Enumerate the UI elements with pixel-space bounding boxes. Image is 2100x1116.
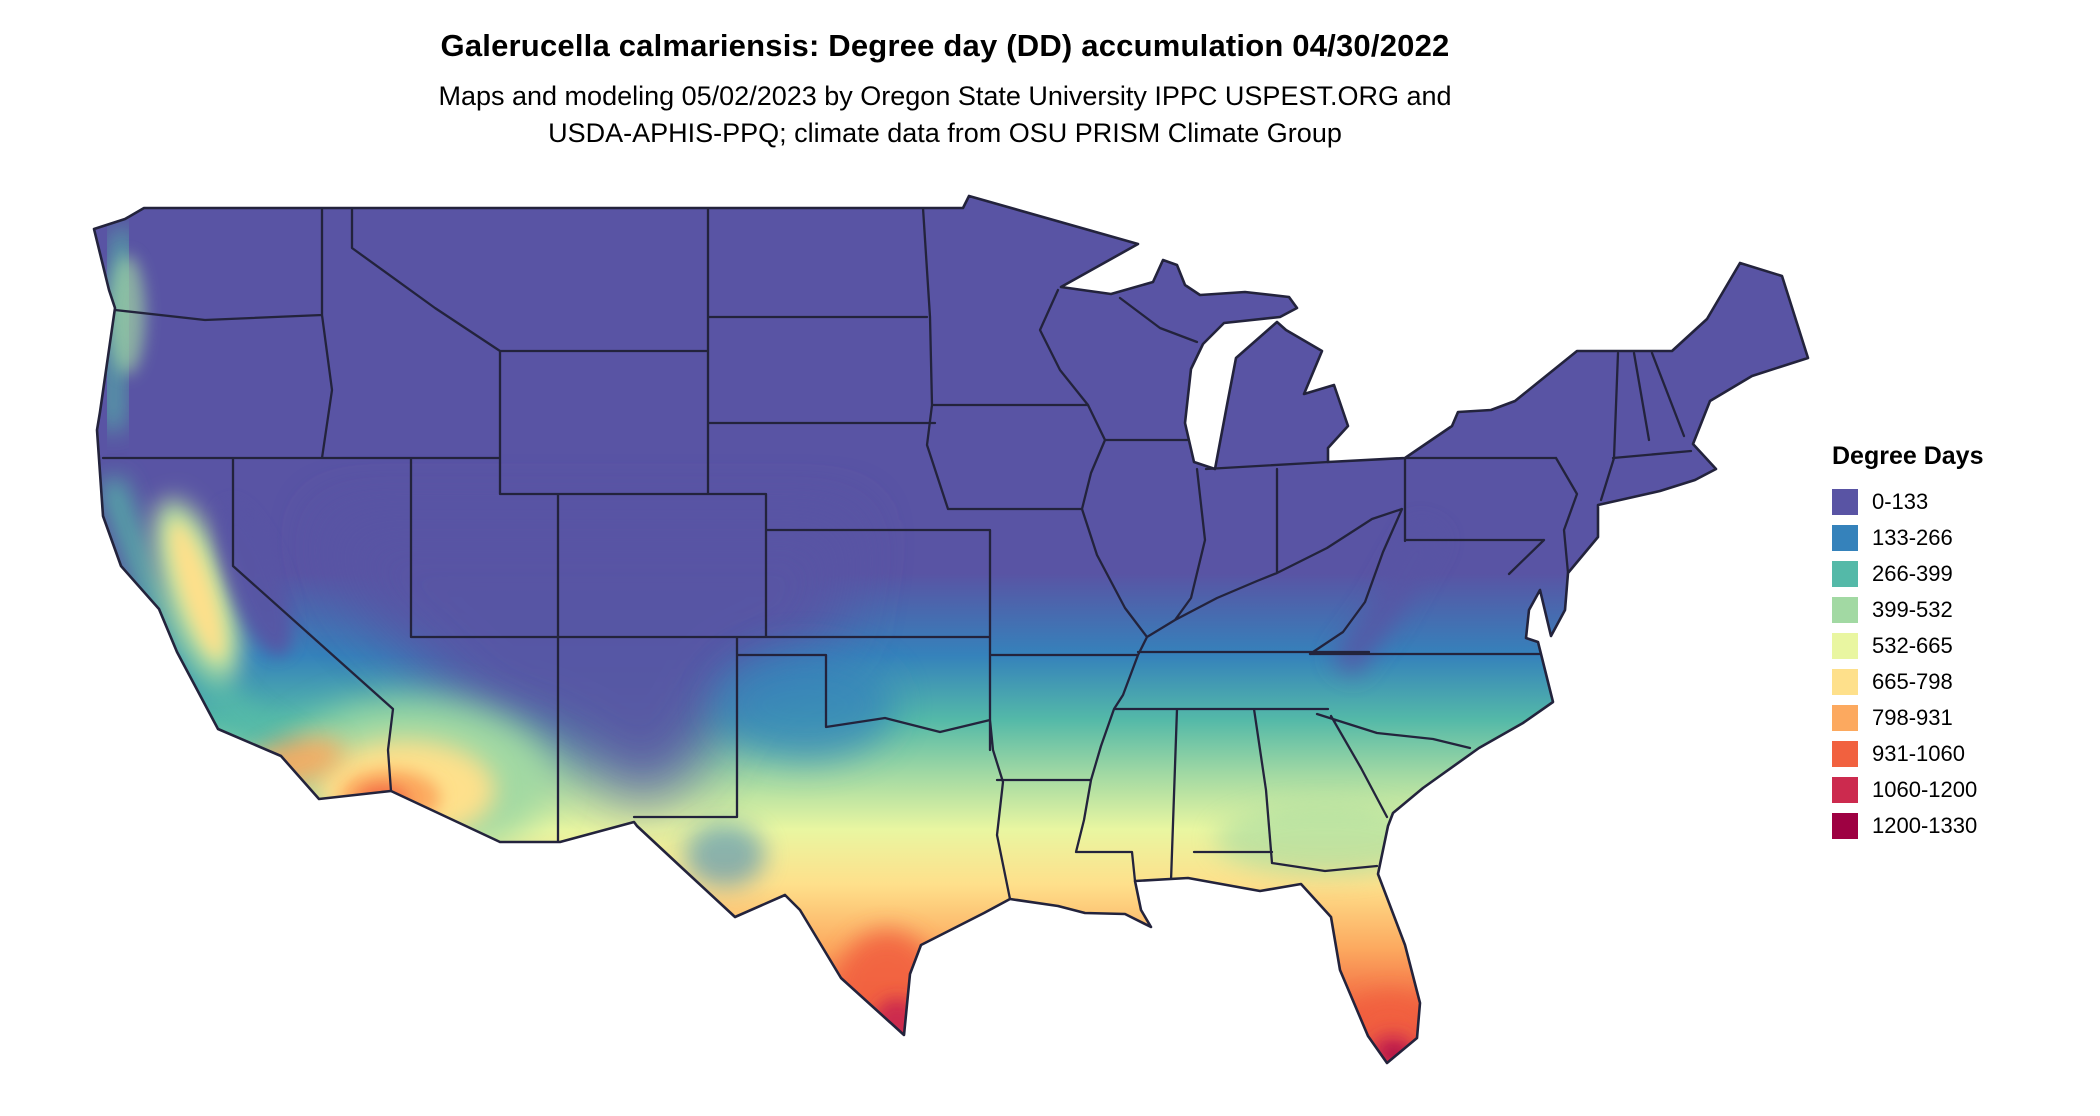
legend-label: 0-133 [1872,489,1929,514]
us-degree-day-map [85,190,1820,1085]
legend-swatch [1832,813,1858,839]
legend-swatch [1832,525,1858,551]
legend-item: 266-399 [1832,561,2082,587]
legend-swatch [1832,597,1858,623]
legend-item: 931-1060 [1832,741,2082,767]
legend-swatch [1832,705,1858,731]
legend-title: Degree Days [1832,442,1984,470]
legend-label: 931-1060 [1872,741,1965,766]
legend-swatch [1832,741,1858,767]
legend-swatch [1832,669,1858,695]
legend-swatch [1832,633,1858,659]
us-outline [92,194,1810,1065]
legend-swatch [1832,777,1858,803]
legend-item: 798-931 [1832,705,2082,731]
us-map-svg [92,194,1810,1065]
legend-item: 1060-1200 [1832,777,2082,803]
legend-items: 0-133 133-266 266-399 399-532 532-665 665-798… [1832,489,2082,839]
legend-item: 665-798 [1832,669,2082,695]
legend-label: 133-266 [1872,525,1953,550]
legend-swatch [1832,561,1858,587]
map-title: Galerucella calmariensis: Degree day (DD… [440,28,1450,63]
legend-label: 532-665 [1872,633,1953,658]
legend-item: 532-665 [1832,633,2082,659]
legend-label: 266-399 [1872,561,1953,586]
legend-label: 798-931 [1872,705,1953,730]
map-legend: Degree Days 0-133 133-266 266-399 399-532 53… [1832,442,2082,849]
legend-item: 1200-1330 [1832,813,2082,839]
legend-item: 133-266 [1832,525,2082,551]
map-header: Galerucella calmariensis: Degree day (DD… [0,28,1890,152]
legend-label: 665-798 [1872,669,1953,694]
state-boundaries [101,206,1693,901]
legend-label: 1200-1330 [1872,813,1978,838]
legend-swatch [1832,489,1858,515]
legend-label: 1060-1200 [1872,777,1978,802]
legend-item: 399-532 [1832,597,2082,623]
legend-label: 399-532 [1872,597,1953,622]
map-subtitle-line1: Maps and modeling 05/02/2023 by Oregon S… [438,81,1452,111]
map-subtitle-line2: USDA-APHIS-PPQ; climate data from OSU PR… [548,118,1342,148]
legend-item: 0-133 [1832,489,2082,515]
